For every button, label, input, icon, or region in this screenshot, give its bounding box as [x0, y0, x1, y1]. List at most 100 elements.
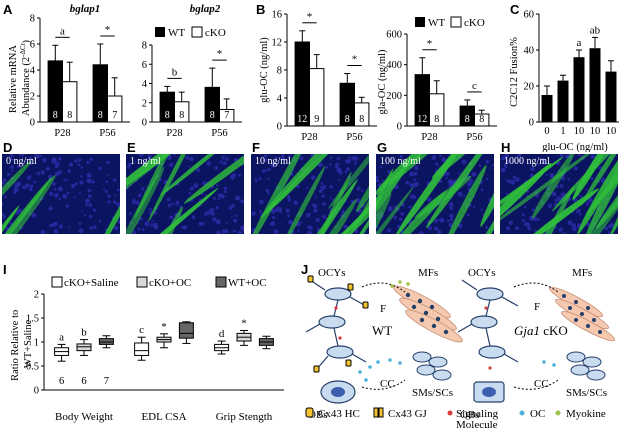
nucleus [27, 184, 30, 187]
nucleus [193, 183, 199, 188]
nucleus [397, 224, 400, 228]
nucleus [116, 188, 120, 192]
myotube [517, 185, 575, 234]
wt-diagram: OCYs MFs OBs WT [305, 267, 463, 421]
x-tick-label: P56 [211, 128, 227, 139]
myotube [584, 154, 618, 234]
nucleus [590, 177, 594, 180]
chart-title: bglap2 [190, 3, 221, 15]
nucleus [381, 179, 384, 182]
nucleus [571, 223, 576, 228]
nucleus [240, 199, 244, 204]
nucleus [485, 159, 490, 164]
nucleus [106, 160, 110, 164]
nucleus [329, 156, 333, 159]
nucleus [325, 166, 329, 169]
n-label: 8 [345, 114, 350, 125]
nucleus [209, 207, 214, 213]
nucleus [63, 178, 66, 181]
arrow-cc-wt [361, 379, 406, 390]
nucleus [225, 157, 229, 161]
n-label: 8 [98, 110, 103, 121]
nucleus [16, 181, 22, 187]
oc-dots-cko [542, 360, 556, 367]
nucleus [173, 154, 176, 156]
x-tick-label: 10 [606, 126, 617, 137]
nucleus [500, 167, 506, 173]
nucleus [528, 223, 531, 226]
myotube [300, 198, 357, 234]
nucleus [270, 221, 275, 226]
nucleus [202, 181, 207, 186]
nucleus [527, 226, 532, 231]
myotube [376, 154, 444, 197]
nucleus [558, 227, 563, 232]
legend-wt-oc-swatch [215, 276, 227, 288]
nucleus [62, 193, 68, 199]
significance-mark: a [59, 331, 64, 343]
micrograph-image [376, 154, 494, 234]
myotube [93, 167, 120, 234]
nucleus [73, 196, 76, 199]
nucleus [572, 226, 577, 232]
panel-label-j: J [301, 262, 309, 277]
myotube [2, 205, 20, 234]
nucleus [222, 161, 227, 166]
nucleus [448, 222, 453, 227]
nucleus [53, 229, 59, 234]
nucleus [537, 163, 540, 166]
myokine-dots-wt [390, 280, 410, 288]
legend-cko-oc-swatch [136, 276, 148, 288]
nucleus [506, 226, 511, 231]
micrograph-image [126, 154, 244, 234]
significance-mark: a [577, 37, 582, 49]
f-label-cko: F [534, 301, 540, 313]
nucleus [457, 191, 463, 197]
myotube [161, 154, 233, 195]
myotube [445, 165, 487, 234]
y-tick-label: 12 [272, 38, 283, 49]
cko-diagram: OCYs MFs OBs Gja1 cKO F CC [457, 267, 615, 421]
nucleus [315, 217, 320, 222]
nucleus [478, 164, 482, 168]
myotube [577, 154, 618, 234]
panel-label-d: D [3, 140, 13, 155]
myotube [126, 166, 165, 234]
nucleus [508, 220, 514, 225]
nucleus [210, 211, 215, 216]
nucleus [471, 171, 477, 177]
nucleus [39, 155, 43, 158]
nucleus [437, 230, 442, 234]
nucleus [545, 173, 548, 176]
x-tick-label: EDL CSA [141, 411, 186, 423]
y-tick-label: 20 [524, 82, 535, 93]
nucleus [143, 161, 146, 164]
nucleus [91, 180, 95, 184]
nucleus [251, 211, 256, 216]
nucleus [267, 177, 270, 181]
nucleus [577, 154, 581, 157]
nucleus [217, 197, 220, 201]
nucleus [264, 158, 268, 162]
nucleus [35, 154, 40, 159]
x-tick-label: P56 [466, 132, 482, 143]
nucleus [196, 168, 201, 173]
myotube [376, 168, 394, 234]
nucleus [376, 178, 380, 183]
micrograph-label: 100 ng/ml [380, 156, 421, 167]
nucleus [405, 181, 410, 185]
cx43-hc-legend-label: Cx43 HC [318, 408, 360, 420]
oc-legend-label: OC [530, 408, 545, 420]
significance-mark: d [219, 328, 225, 340]
osteocyte-network-cko [457, 279, 519, 363]
significance-mark: * [161, 321, 167, 333]
nucleus [270, 208, 276, 214]
nucleus [107, 194, 111, 198]
nucleus [258, 210, 262, 213]
x-tick-label: P28 [301, 132, 317, 143]
nucleus [36, 171, 41, 176]
myotube [326, 154, 369, 234]
nucleus [449, 206, 453, 211]
